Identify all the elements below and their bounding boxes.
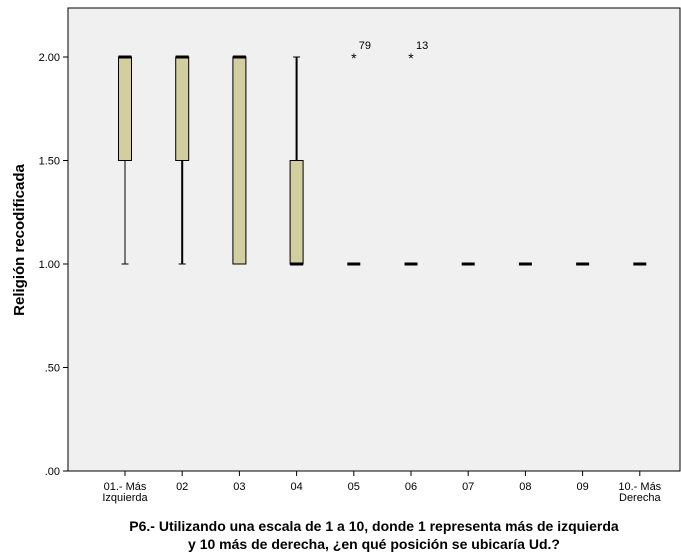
x-tick-label: 03 xyxy=(233,481,245,493)
box-body xyxy=(175,56,190,161)
outlier-label: 79 xyxy=(359,40,371,52)
y-tick-label: 2.00 xyxy=(39,52,60,64)
x-tick-label: 06 xyxy=(405,481,417,493)
y-tick-label: 1.00 xyxy=(39,259,60,271)
x-axis-title-line-2: y 10 más de derecha, ¿en qué posición se… xyxy=(188,536,560,552)
x-tick-label: 01.- Más xyxy=(104,481,147,493)
outlier-label: 13 xyxy=(416,40,428,52)
outlier-marker: * xyxy=(408,50,414,66)
box-body xyxy=(289,160,304,265)
x-tick-label: 08 xyxy=(519,481,531,493)
y-axis-title: Religión recodificada xyxy=(11,163,28,315)
box-body xyxy=(118,56,132,161)
outlier-markers: *79*13 xyxy=(351,40,428,66)
x-tick-label: Izquierda xyxy=(102,492,148,504)
x-tick-label: 05 xyxy=(348,481,360,493)
outlier-marker: * xyxy=(351,50,357,66)
x-tick-label: 02 xyxy=(176,481,188,493)
box-3 xyxy=(232,55,247,265)
y-tick-label: .50 xyxy=(45,363,60,375)
box-series xyxy=(118,55,647,266)
box-4 xyxy=(289,56,304,266)
y-axis: .00 .50 1.00 1.50 2.00 xyxy=(39,52,68,478)
x-tick-label: 09 xyxy=(576,481,588,493)
x-tick-label: 07 xyxy=(462,481,474,493)
x-tick-label: Derecha xyxy=(619,492,661,504)
x-axis-title-line-1: P6.- Utilizando una escala de 1 a 10, do… xyxy=(129,518,619,534)
x-tick-label: 04 xyxy=(290,481,302,493)
box-1 xyxy=(118,55,132,265)
x-tick-label: 10.- Más xyxy=(618,481,661,493)
box-body xyxy=(232,56,247,265)
y-tick-label: .00 xyxy=(45,466,60,478)
y-tick-label: 1.50 xyxy=(39,156,60,168)
plot-area xyxy=(67,7,681,472)
box-2 xyxy=(175,55,190,265)
